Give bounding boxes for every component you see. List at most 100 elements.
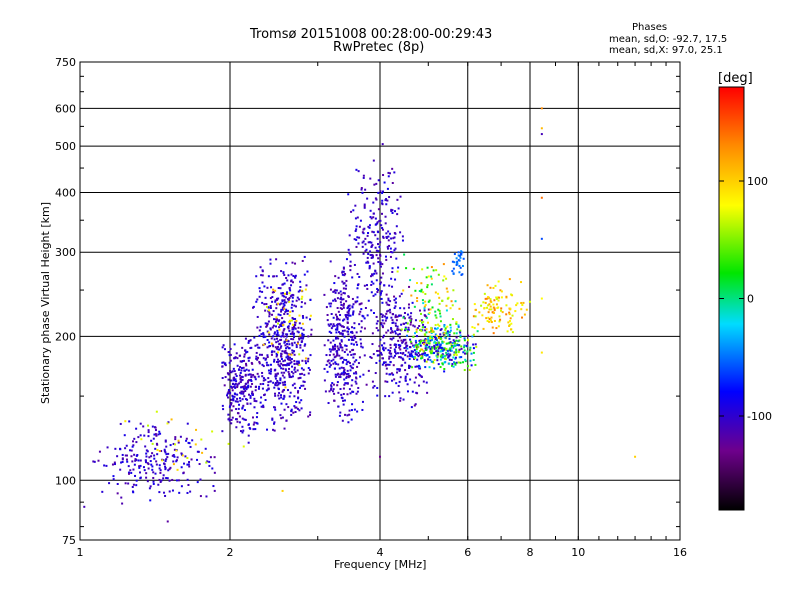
data-point — [259, 325, 262, 328]
data-point — [413, 325, 416, 328]
data-point — [434, 333, 437, 336]
data-point — [371, 254, 374, 257]
data-point — [443, 355, 446, 358]
data-point — [269, 372, 272, 375]
colorbar-tick-label: -100 — [747, 410, 772, 423]
data-point — [453, 340, 456, 343]
data-point — [284, 344, 287, 347]
data-point — [371, 230, 374, 233]
data-point — [253, 375, 256, 378]
data-point — [404, 354, 407, 357]
data-point — [409, 340, 412, 343]
data-point — [248, 373, 251, 376]
data-point — [271, 326, 274, 329]
data-point — [436, 327, 439, 330]
data-point — [410, 342, 413, 345]
data-point — [420, 282, 423, 285]
data-point — [339, 411, 342, 414]
data-point — [349, 335, 352, 338]
data-point — [398, 391, 401, 394]
data-point — [270, 353, 273, 356]
data-point — [339, 314, 342, 317]
data-point — [268, 333, 271, 336]
data-point — [280, 353, 283, 356]
data-point — [427, 321, 430, 324]
data-point — [222, 361, 225, 364]
data-point — [433, 340, 436, 343]
data-point — [375, 272, 378, 275]
data-point — [274, 392, 277, 395]
data-point — [247, 369, 250, 372]
data-point — [354, 204, 357, 207]
data-point — [288, 367, 291, 370]
data-point — [361, 231, 364, 234]
data-point — [300, 372, 303, 375]
data-point — [255, 357, 258, 360]
data-point — [384, 361, 387, 364]
data-point — [259, 383, 262, 386]
phase-line-o: mean, sd,O: -92.7, 17.5 — [609, 34, 728, 45]
data-point — [368, 265, 371, 268]
data-point — [393, 348, 396, 351]
data-point — [340, 393, 343, 396]
data-point — [125, 458, 128, 461]
data-point — [415, 335, 418, 338]
data-point — [540, 297, 543, 300]
data-point — [404, 369, 407, 372]
data-point — [249, 339, 252, 342]
data-point — [455, 349, 458, 352]
data-point — [333, 367, 336, 370]
data-point — [408, 353, 411, 356]
data-point — [343, 351, 346, 354]
data-point — [300, 337, 303, 340]
data-point — [413, 349, 416, 352]
data-point — [290, 319, 293, 322]
data-point — [139, 471, 142, 474]
data-point — [439, 358, 442, 361]
data-point — [279, 287, 282, 290]
data-point — [447, 334, 450, 337]
data-point — [351, 330, 354, 333]
data-point — [379, 219, 382, 222]
data-point — [473, 303, 476, 306]
data-point — [327, 402, 330, 405]
data-point — [280, 371, 283, 374]
data-point — [285, 333, 288, 336]
data-point — [343, 282, 346, 285]
data-point — [274, 289, 277, 292]
data-point — [260, 274, 263, 277]
data-point — [399, 351, 402, 354]
data-point — [381, 326, 384, 329]
data-point — [285, 347, 288, 350]
data-point — [406, 330, 409, 333]
data-point — [501, 311, 504, 314]
data-point — [83, 505, 86, 508]
data-point — [245, 364, 248, 367]
data-point — [426, 340, 429, 343]
data-point — [302, 384, 305, 387]
data-point — [132, 444, 135, 447]
data-point — [303, 373, 306, 376]
data-point — [371, 273, 374, 276]
data-point — [427, 358, 430, 361]
data-point — [491, 326, 494, 329]
data-point — [332, 362, 335, 365]
data-point — [255, 416, 258, 419]
data-point — [379, 281, 382, 284]
data-point — [455, 257, 458, 260]
data-point — [283, 380, 286, 383]
data-point — [285, 277, 288, 280]
data-point — [277, 363, 280, 366]
data-point — [293, 366, 296, 369]
data-point — [284, 310, 287, 313]
data-point — [266, 354, 269, 357]
data-point — [386, 245, 389, 248]
data-point — [486, 297, 489, 300]
data-point — [413, 305, 416, 308]
data-point — [500, 307, 503, 310]
data-point — [445, 277, 448, 280]
data-point — [455, 332, 458, 335]
data-point — [289, 359, 292, 362]
data-point — [299, 289, 302, 292]
data-point — [445, 332, 448, 335]
